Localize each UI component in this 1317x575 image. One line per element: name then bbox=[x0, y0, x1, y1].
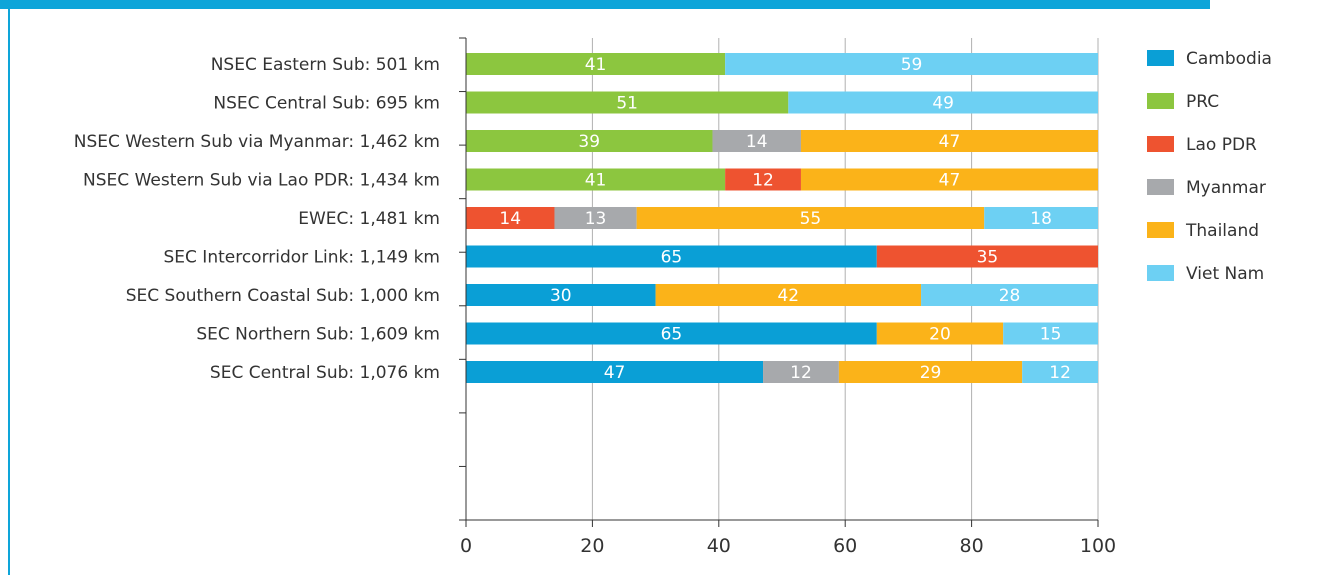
x-tick-label: 80 bbox=[960, 535, 984, 557]
data-label: 65 bbox=[661, 325, 683, 345]
data-label: 39 bbox=[578, 132, 600, 152]
x-tick-label: 20 bbox=[580, 535, 604, 557]
data-label: 14 bbox=[499, 209, 521, 229]
bar-segment bbox=[788, 91, 1098, 114]
legend-swatch bbox=[1147, 136, 1174, 152]
bar-segment bbox=[466, 284, 656, 306]
data-label: 28 bbox=[999, 286, 1021, 306]
bar-segment bbox=[466, 53, 726, 75]
data-label: 65 bbox=[661, 248, 683, 268]
data-label: 12 bbox=[752, 171, 774, 191]
legend-label: Lao PDR bbox=[1186, 135, 1257, 155]
gridlines bbox=[591, 38, 1099, 520]
data-label: 14 bbox=[746, 132, 768, 152]
bar-segment bbox=[466, 245, 877, 268]
bar-segment bbox=[876, 245, 1098, 268]
legend-swatch bbox=[1147, 222, 1174, 238]
x-tick-label: 0 bbox=[460, 535, 472, 557]
bar-segment bbox=[466, 207, 555, 229]
legend-label: PRC bbox=[1186, 92, 1219, 112]
bar-segment bbox=[1003, 322, 1098, 345]
x-tick-label: 100 bbox=[1080, 535, 1116, 557]
x-tick-label: 40 bbox=[707, 535, 731, 557]
data-label: 59 bbox=[901, 55, 923, 75]
bar-segment bbox=[466, 322, 877, 345]
data-label: 42 bbox=[777, 286, 799, 306]
data-label: 20 bbox=[929, 325, 951, 345]
legend-label: Thailand bbox=[1185, 221, 1259, 241]
bars bbox=[466, 53, 1098, 383]
left-border bbox=[8, 0, 10, 575]
category-label: SEC Intercorridor Link: 1,149 km bbox=[164, 248, 441, 268]
category-label: SEC Central Sub: 1,076 km bbox=[210, 363, 440, 383]
data-label: 35 bbox=[977, 248, 999, 268]
data-label: 51 bbox=[616, 94, 638, 114]
data-label: 30 bbox=[550, 286, 572, 306]
legend-swatch bbox=[1147, 50, 1174, 66]
data-label: 47 bbox=[939, 132, 961, 152]
bar-segment bbox=[712, 130, 801, 152]
top-banner bbox=[0, 0, 1210, 9]
data-label: 41 bbox=[585, 55, 607, 75]
x-tick-label: 60 bbox=[833, 535, 857, 557]
category-label: SEC Northern Sub: 1,609 km bbox=[196, 325, 440, 345]
category-label: NSEC Central Sub: 695 km bbox=[213, 94, 440, 114]
bar-segment bbox=[800, 130, 1098, 152]
category-label: EWEC: 1,481 km bbox=[298, 209, 440, 229]
bar-segment bbox=[725, 53, 1098, 75]
category-label: NSEC Eastern Sub: 501 km bbox=[211, 55, 440, 75]
bar-segment bbox=[725, 168, 801, 191]
data-label: 49 bbox=[932, 94, 954, 114]
legend: Cambodia PRC Lao PDR Myanmar Thailand Viet Na… bbox=[1147, 49, 1272, 284]
data-label: 12 bbox=[1049, 363, 1071, 383]
legend-label: Cambodia bbox=[1186, 49, 1272, 69]
data-label: 41 bbox=[585, 171, 607, 191]
legend-label: Viet Nam bbox=[1186, 264, 1264, 284]
bar-segment bbox=[1022, 361, 1098, 383]
data-label: 55 bbox=[800, 209, 822, 229]
axes: 0 20 40 60 80 100 bbox=[459, 37, 1116, 557]
bar-segment bbox=[466, 361, 764, 383]
labels: NSEC Eastern Sub: 501 km 41 59 NSEC Central… bbox=[74, 55, 1071, 383]
category-label: NSEC Western Sub via Myanmar: 1,462 km bbox=[74, 132, 440, 152]
data-label: 13 bbox=[585, 209, 607, 229]
bar-segment bbox=[554, 207, 637, 229]
data-label: 29 bbox=[920, 363, 942, 383]
bar-segment bbox=[763, 361, 839, 383]
category-label: NSEC Western Sub via Lao PDR: 1,434 km bbox=[83, 171, 440, 191]
data-label: 18 bbox=[1030, 209, 1052, 229]
bar-segment bbox=[921, 284, 1098, 306]
data-label: 47 bbox=[939, 171, 961, 191]
category-label: SEC Southern Coastal Sub: 1,000 km bbox=[126, 286, 440, 306]
legend-swatch bbox=[1147, 179, 1174, 195]
bar-segment bbox=[466, 168, 726, 191]
data-label: 47 bbox=[604, 363, 626, 383]
legend-label: Myanmar bbox=[1186, 178, 1266, 198]
bar-segment bbox=[466, 91, 789, 114]
bar-segment bbox=[466, 130, 713, 152]
legend-swatch bbox=[1147, 265, 1174, 281]
data-label: 12 bbox=[790, 363, 812, 383]
legend-swatch bbox=[1147, 93, 1174, 109]
bar-segment bbox=[838, 361, 1023, 383]
bar-segment bbox=[984, 207, 1098, 229]
data-label: 15 bbox=[1040, 325, 1062, 345]
bar-segment bbox=[636, 207, 985, 229]
bar-segment bbox=[655, 284, 922, 306]
bar-segment bbox=[800, 168, 1098, 191]
bar-segment bbox=[876, 322, 1004, 345]
